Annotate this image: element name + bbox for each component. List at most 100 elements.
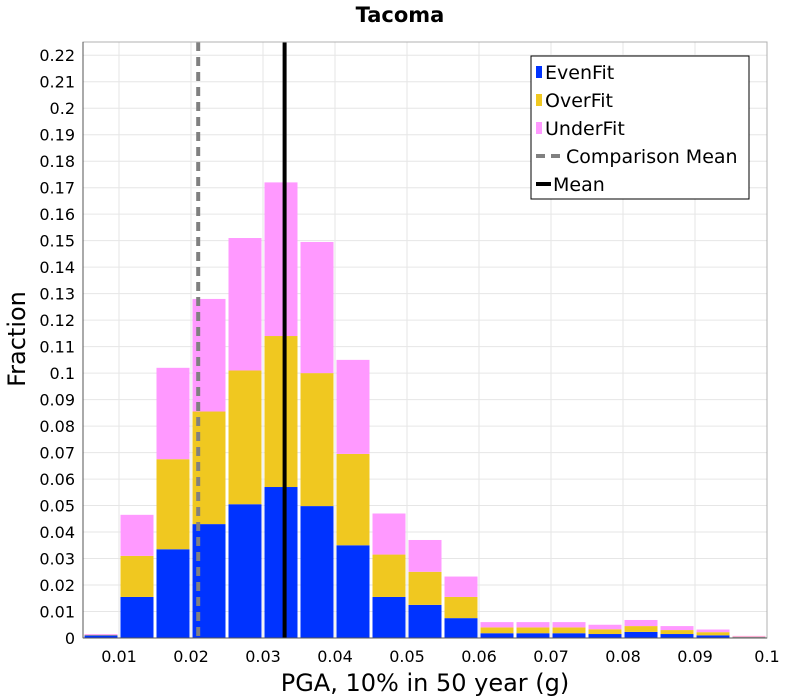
bar-evenfit [588,634,622,638]
x-axis-title: PGA, 10% in 50 year (g) [281,669,570,697]
bar-underfit [84,634,118,635]
bar-overfit [660,630,694,635]
legend-swatch-evenfit [536,66,542,78]
y-tick-label: 0.17 [39,179,75,198]
bar-evenfit [480,633,514,638]
y-tick-label: 0.12 [39,311,75,330]
bar-overfit [228,370,262,505]
y-tick-label: 0.16 [39,205,75,224]
bar-evenfit [336,545,370,638]
y-tick-label: 0.21 [39,73,75,92]
bar-underfit [156,367,190,460]
bar-underfit [444,576,478,597]
legend-label-evenfit: EvenFit [545,62,614,84]
y-tick-label: 0.18 [39,152,75,171]
bar-underfit [480,622,514,628]
bar-evenfit [408,604,442,638]
x-tick-label: 0.05 [389,647,425,666]
x-tick-label: 0.04 [317,647,353,666]
bar-overfit [264,336,298,488]
bar-overfit [480,627,514,634]
bar-evenfit [552,633,586,638]
y-tick-label: 0.2 [50,99,75,118]
bar-evenfit [84,635,118,638]
y-tick-label: 0 [65,629,75,648]
bar-underfit [228,238,262,371]
y-tick-label: 0.05 [39,497,75,516]
bar-underfit [660,626,694,631]
bar-overfit [408,571,442,605]
legend-swatch-underfit [536,122,542,134]
y-tick-label: 0.15 [39,232,75,251]
bar-overfit [552,627,586,634]
y-tick-label: 0.22 [39,46,75,65]
y-tick-label: 0.08 [39,417,75,436]
x-tick-label: 0.02 [173,647,209,666]
bar-underfit [336,359,370,454]
bar-underfit [300,241,334,374]
bar-evenfit [444,618,478,638]
bar-overfit [120,555,154,597]
x-tick-label: 0.06 [461,647,497,666]
bar-evenfit [300,506,334,638]
y-tick-label: 0.06 [39,470,75,489]
x-tick-label: 0.03 [245,647,281,666]
legend: EvenFit OverFit UnderFit Comparison Mean Mea… [530,55,750,200]
x-tick-label: 0.07 [533,647,569,666]
bar-evenfit [120,596,154,638]
bar-overfit [696,632,730,636]
bar-evenfit [264,487,298,638]
bar-overfit [732,636,766,638]
y-tick-label: 0.19 [39,126,75,145]
bar-overfit [444,596,478,619]
y-tick-label: 0.01 [39,603,75,622]
y-tick-label: 0.03 [39,550,75,569]
bar-underfit [588,624,622,630]
y-tick-label: 0.13 [39,285,75,304]
reference-lines [196,42,287,638]
bar-evenfit [660,634,694,638]
bar-underfit [624,619,658,627]
legend-label-overfit: OverFit [545,90,613,112]
bar-overfit [300,373,334,507]
bar-overfit [516,627,550,634]
bar-overfit [336,453,370,546]
bar-evenfit [624,631,658,638]
bar-overfit [588,629,622,635]
legend-label-underfit: UnderFit [545,118,625,140]
bar-evenfit [372,596,406,638]
bar-evenfit [228,504,262,638]
bar-underfit [264,182,298,337]
bar-overfit [156,459,190,550]
y-tick-label: 0.02 [39,576,75,595]
bar-underfit [732,635,766,637]
legend-label-mean: Mean [553,174,605,196]
x-tick-label: 0.01 [101,647,137,666]
y-tick-label: 0.1 [50,364,75,383]
bar-underfit [120,514,154,556]
legend-swatch-overfit [536,94,542,106]
legend-box [530,55,750,200]
bar-overfit [372,554,406,597]
bar-evenfit [516,633,550,638]
y-tick-label: 0.09 [39,391,75,410]
y-tick-label: 0.07 [39,444,75,463]
x-tick-label: 0.1 [754,647,779,666]
chart-title: Tacoma [356,3,445,27]
y-tick-label: 0.11 [39,338,75,357]
bar-underfit [696,629,730,633]
y-tick-label: 0.14 [39,258,75,277]
bar-overfit [624,626,658,632]
bar-overfit [84,634,118,636]
y-axis-title: Fraction [3,291,31,387]
bar-underfit [516,622,550,628]
x-tick-label: 0.09 [677,647,713,666]
axes: 0 0.01 0.02 0.03 0.04 0.05 0.06 0.07 0.08 0.09 0.1… [39,41,780,666]
bar-underfit [408,539,442,572]
bar-evenfit [696,635,730,638]
bar-underfit [372,513,406,555]
legend-label-comparison-mean: Comparison Mean [566,146,738,168]
y-tick-label: 0.04 [39,523,75,542]
bar-evenfit [156,549,190,638]
